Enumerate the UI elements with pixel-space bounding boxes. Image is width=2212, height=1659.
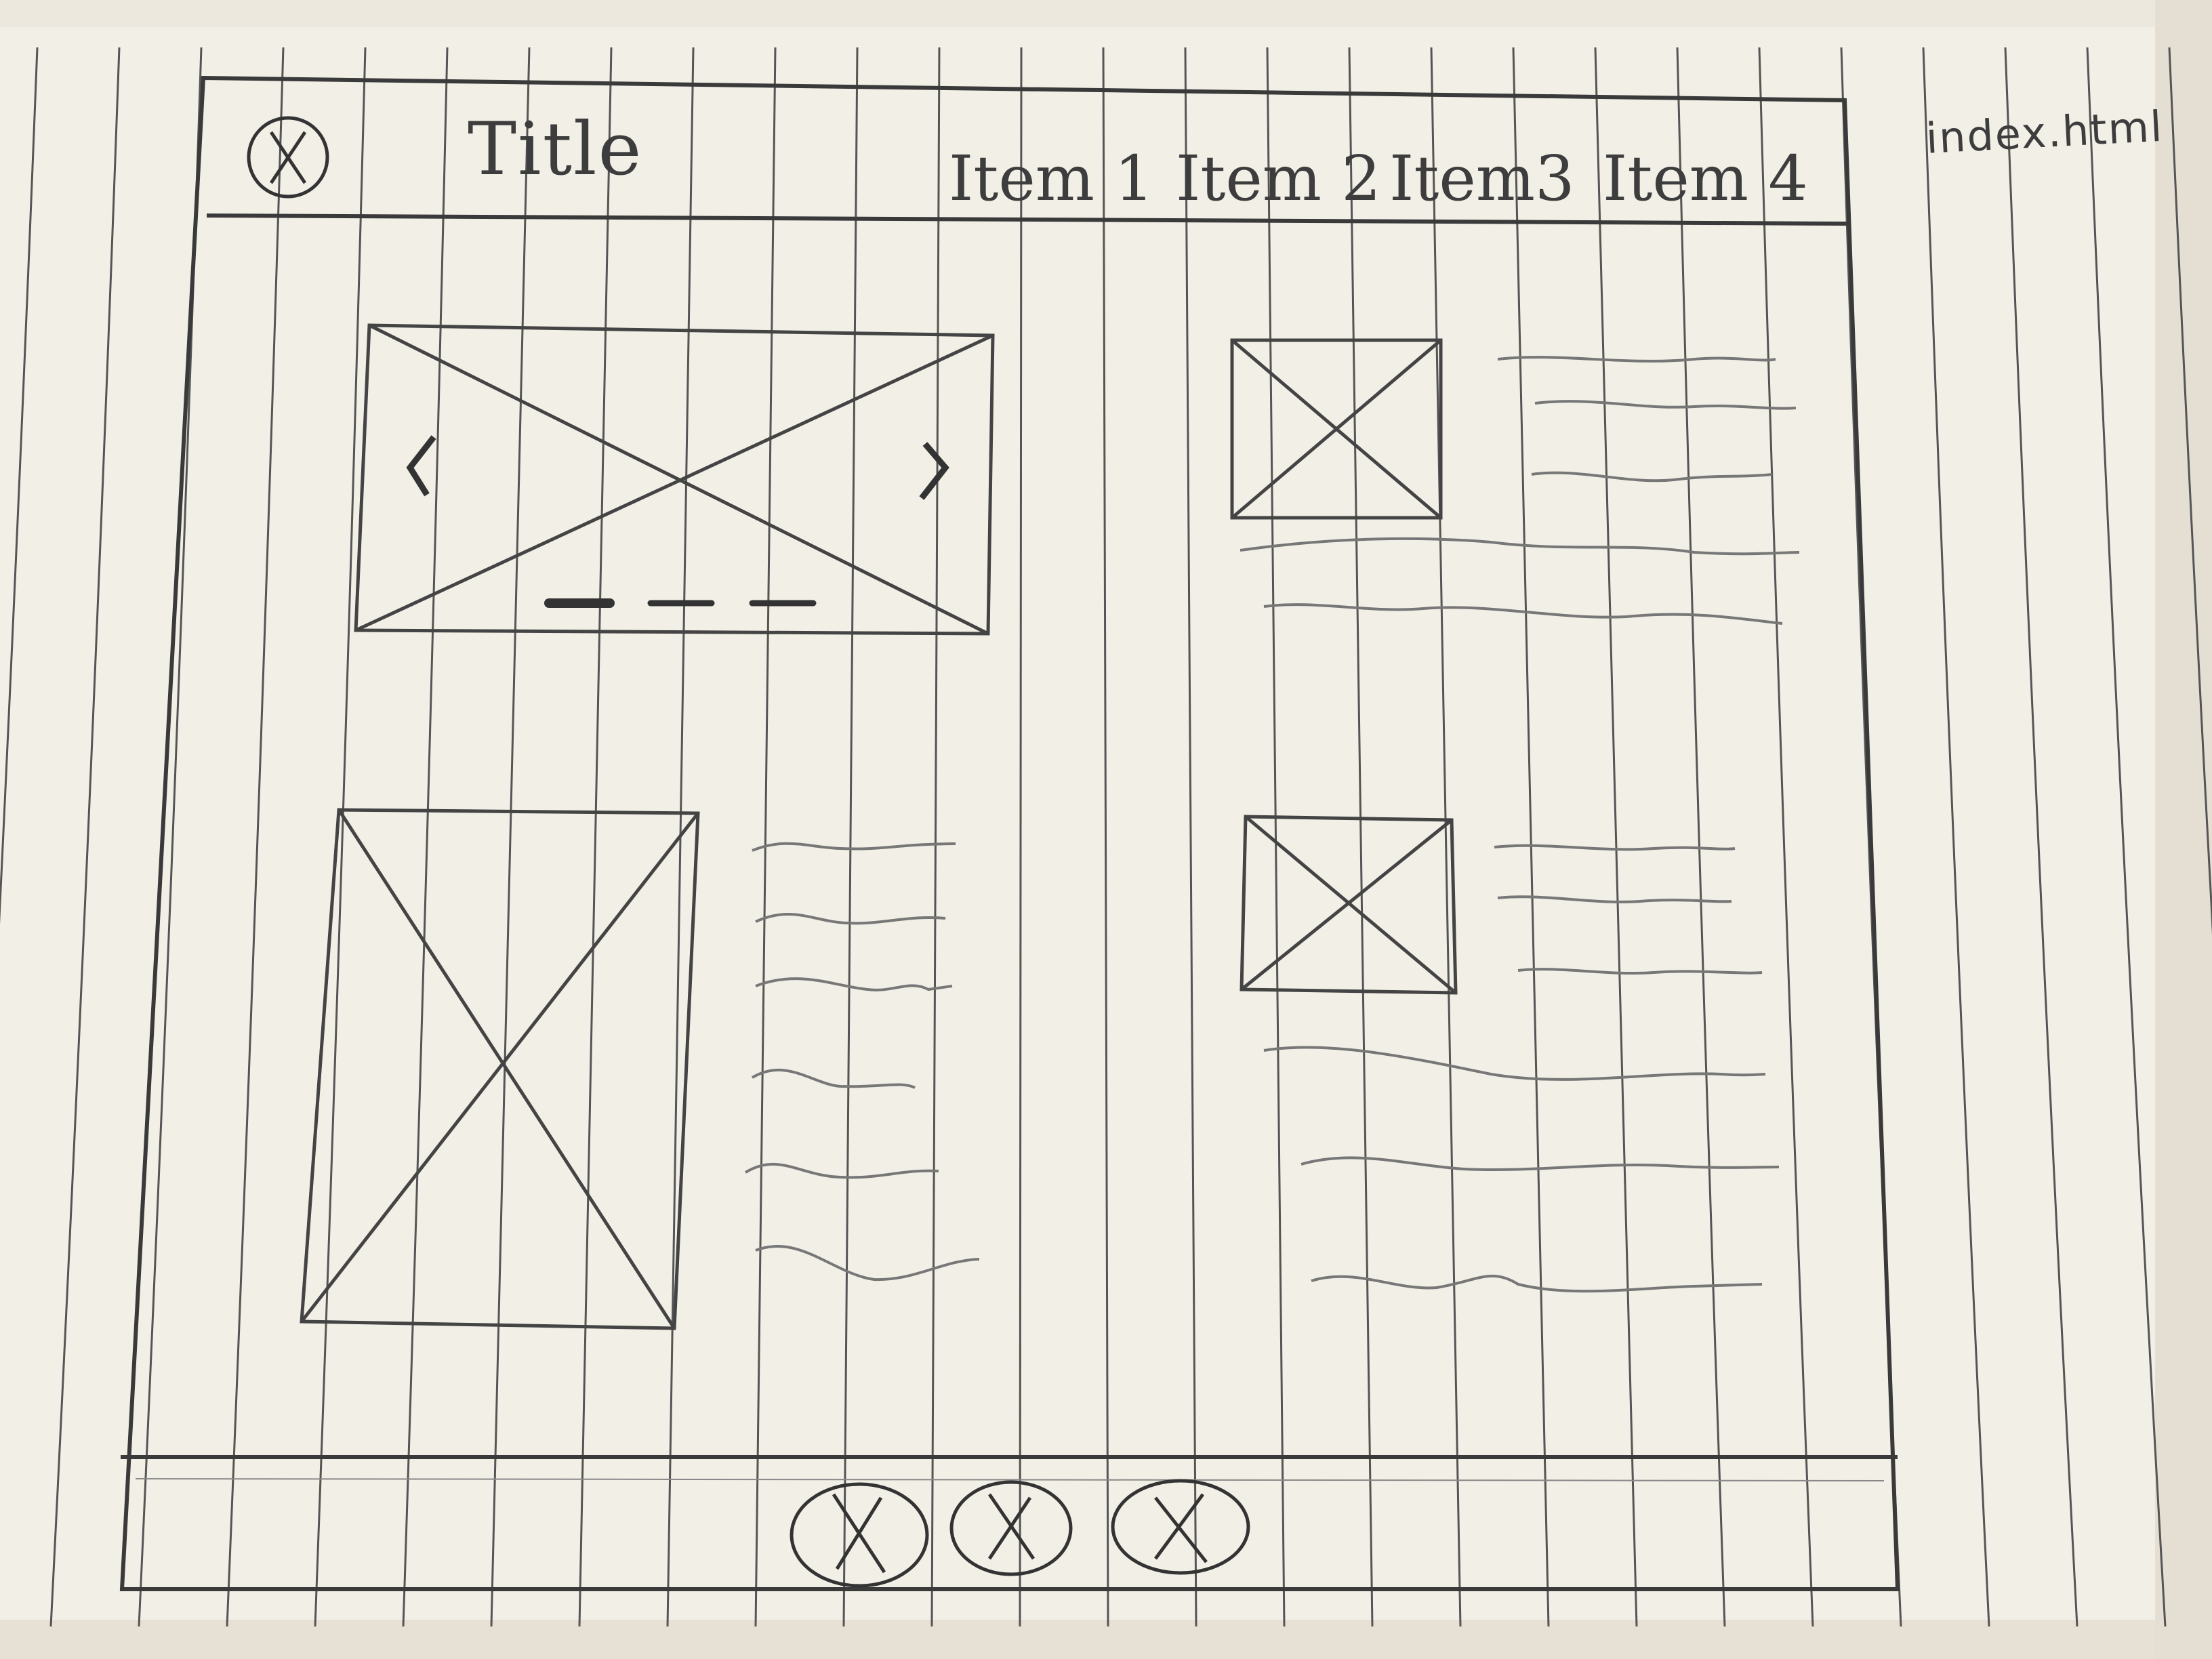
ruled-line	[1184, 47, 1197, 1627]
ruled-line	[1758, 47, 1814, 1627]
ruled-line	[0, 47, 39, 925]
footer-button-3[interactable]	[1111, 1479, 1250, 1575]
chevron-right-icon[interactable]	[919, 442, 949, 500]
ruled-line	[1102, 47, 1109, 1627]
ruled-line	[1019, 47, 1023, 1627]
card-1-image-placeholder	[1230, 338, 1443, 520]
footer-button-1[interactable]	[790, 1482, 929, 1588]
footer-button-2[interactable]	[949, 1480, 1073, 1576]
ruled-line	[49, 47, 121, 1627]
card-2-image-placeholder	[1240, 815, 1458, 995]
card-2-text-block	[1263, 844, 1780, 1293]
ruled-line	[2004, 47, 2078, 1627]
tall-image-placeholder	[300, 808, 700, 1330]
ruled-line	[490, 47, 531, 1627]
ruled-line	[314, 47, 367, 1627]
ruled-line	[578, 47, 613, 1627]
page-title: Title	[468, 107, 643, 192]
nav-item-2[interactable]: Item 2	[1176, 142, 1381, 215]
ruled-line	[2086, 47, 2167, 1627]
ruled-line	[402, 47, 449, 1627]
card-1-text-block	[1240, 356, 1800, 625]
page-shadow	[0, 1620, 2212, 1659]
ruled-line	[1676, 47, 1726, 1627]
ruled-line	[1512, 47, 1550, 1627]
ruled-line	[1922, 47, 1990, 1627]
ruled-line	[754, 47, 777, 1627]
ruled-lines	[0, 47, 2212, 1627]
ruled-line	[1266, 47, 1286, 1627]
carousel-image-placeholder	[354, 323, 995, 636]
ruled-line	[1430, 47, 1462, 1627]
browser-frame	[119, 75, 1900, 1591]
ruled-line	[2168, 47, 2212, 935]
page-top-edge	[0, 0, 2212, 27]
page-right-edge	[2155, 0, 2212, 1659]
nav-item-4[interactable]: Item 4	[1603, 142, 1808, 215]
nav-item-1[interactable]: Item 1	[949, 142, 1154, 215]
text-block-left	[744, 842, 980, 1282]
ruled-line	[1594, 47, 1638, 1627]
ruled-line	[930, 47, 941, 1627]
ruled-line	[842, 47, 859, 1627]
chevron-left-icon[interactable]	[406, 435, 436, 497]
nav-item-3[interactable]: Item3	[1389, 142, 1575, 215]
app-logo[interactable]	[247, 116, 329, 199]
ruled-line	[226, 47, 285, 1627]
ruled-line	[1348, 47, 1374, 1627]
